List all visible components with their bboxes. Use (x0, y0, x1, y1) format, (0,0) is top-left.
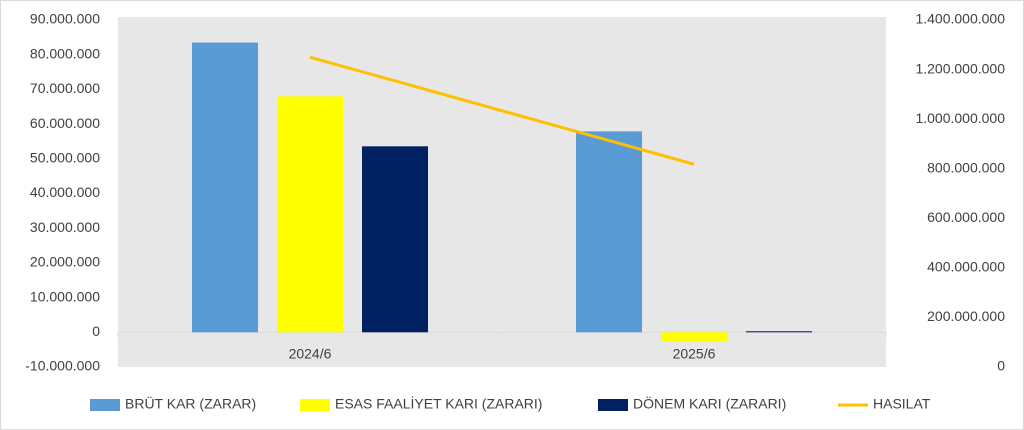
y-tick-label: -10.000.000 (25, 358, 100, 374)
y-tick-label: 20.000.000 (30, 254, 100, 270)
y-tick-label: 30.000.000 (30, 219, 100, 235)
y-tick-label: 90.000.000 (30, 11, 100, 27)
y-tick-label: 70.000.000 (30, 80, 100, 96)
y-tick-label: 0 (92, 323, 100, 339)
bar (192, 42, 258, 333)
y2-tick-label: 400.000.000 (927, 259, 1005, 275)
bar (277, 96, 343, 333)
y-tick-label: 40.000.000 (30, 184, 100, 200)
y2-tick-label: 1.000.000.000 (915, 110, 1005, 126)
y2-tick-label: 0 (997, 358, 1005, 374)
legend-label: BRÜT KAR (ZARAR) (125, 395, 256, 412)
y-tick-label: 10.000.000 (30, 288, 100, 304)
legend-label: DÖNEM KARI (ZARARI) (633, 395, 786, 412)
bar (576, 131, 642, 333)
y2-tick-label: 1.200.000.000 (915, 60, 1005, 76)
y-tick-label: 50.000.000 (30, 150, 100, 166)
y2-tick-label: 800.000.000 (927, 159, 1005, 175)
bar (661, 332, 727, 341)
legend-marker (90, 399, 120, 411)
legend-marker (300, 399, 330, 411)
y-tick-label: 80.000.000 (30, 45, 100, 61)
y2-tick-label: 200.000.000 (927, 308, 1005, 324)
x-tick-label: 2025/6 (673, 346, 716, 362)
x-tick-label: 2024/6 (289, 346, 332, 362)
bar (362, 146, 428, 333)
y2-tick-label: 1.400.000.000 (915, 11, 1005, 27)
y-tick-label: 60.000.000 (30, 115, 100, 131)
y2-tick-label: 600.000.000 (927, 209, 1005, 225)
legend-label: ESAS FAALİYET KARI (ZARARI) (335, 395, 542, 412)
line-series (309, 55, 695, 166)
legend-marker (598, 399, 628, 411)
bar (746, 331, 812, 333)
legend-label: HASILAT (873, 396, 931, 412)
